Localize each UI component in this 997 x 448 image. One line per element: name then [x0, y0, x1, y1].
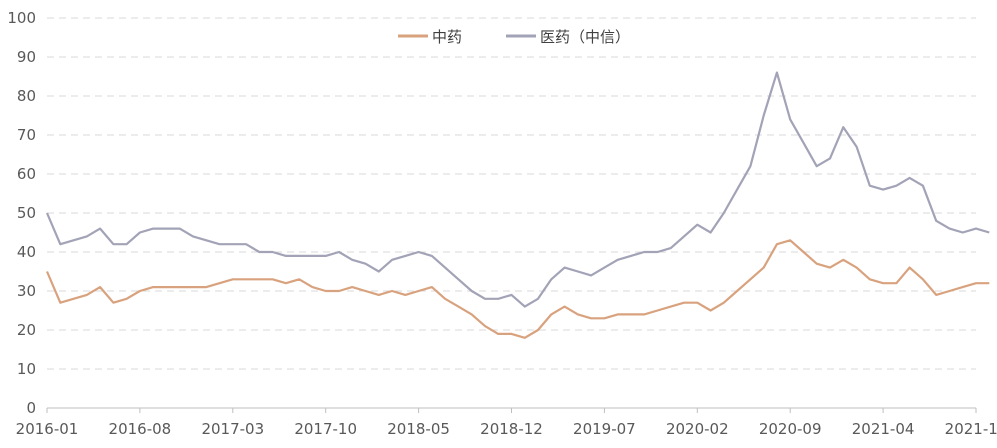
x-tick-label: 2020-09 [759, 420, 822, 438]
legend-label-zhongyao: 中药 [432, 28, 462, 46]
grid-lines [47, 17, 976, 370]
x-tick-label: 2017-10 [294, 420, 357, 438]
y-tick-label: 50 [17, 204, 36, 222]
x-tick-label: 2019-07 [573, 420, 636, 438]
x-axis-labels: 2016-01 2016-08 2017-03 2017-10 2018-05 2018-… [16, 420, 997, 438]
series-line-1 [45, 71, 990, 308]
y-tick-label: 40 [17, 243, 36, 261]
series-lines [45, 71, 990, 339]
legend-label-yiyao-zhongxin: 医药（中信） [540, 28, 630, 46]
x-tick-label: 2016-08 [109, 420, 172, 438]
x-tick-label: 2018-05 [387, 420, 450, 438]
x-tick-label: 2021-11 [945, 420, 997, 438]
series-line-0 [45, 239, 990, 339]
x-tick-label: 2021-04 [852, 420, 915, 438]
y-tick-label: 30 [17, 282, 36, 300]
y-tick-label: 10 [17, 360, 36, 378]
x-axis-ticks [46, 408, 977, 413]
y-axis-labels: 0 10 20 30 40 50 60 70 80 90 100 [7, 9, 36, 417]
x-tick-label: 2018-12 [480, 420, 543, 438]
legend: 中药 医药（中信） [398, 28, 630, 46]
x-tick-label: 2020-02 [666, 420, 729, 438]
y-tick-label: 0 [26, 399, 36, 417]
y-tick-label: 70 [17, 126, 36, 144]
x-tick-label: 2016-01 [16, 420, 79, 438]
y-tick-label: 20 [17, 321, 36, 339]
y-tick-label: 90 [17, 48, 36, 66]
y-tick-label: 100 [7, 9, 36, 27]
y-tick-label: 60 [17, 165, 36, 183]
y-tick-label: 80 [17, 87, 36, 105]
x-tick-label: 2017-03 [201, 420, 264, 438]
